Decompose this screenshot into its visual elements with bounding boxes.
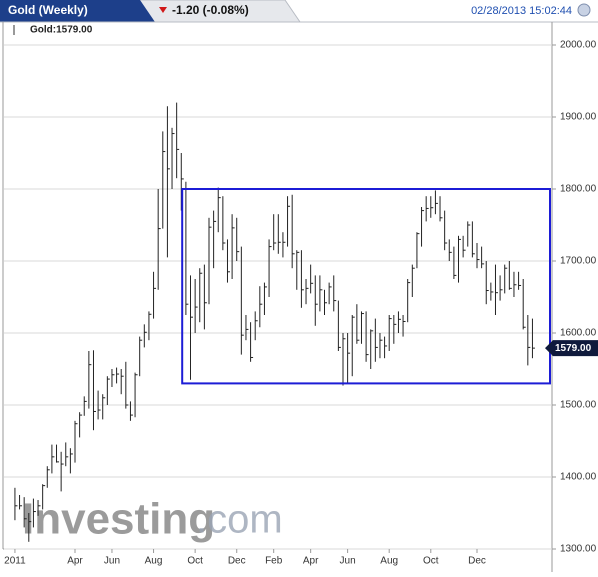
watermark-brand: Investing [22, 495, 215, 544]
annotation-box [181, 188, 551, 385]
legend-label: Gold:1579.00 [30, 25, 93, 36]
watermark-suffix: .com [196, 498, 283, 542]
header-title: Gold (Weekly) [8, 3, 88, 17]
y-tick-label: 1500.00 [560, 400, 597, 411]
x-tick-label: Apr [303, 556, 319, 567]
x-tick-label: Jun [340, 556, 356, 567]
x-tick-label: Oct [423, 556, 439, 567]
x-tick-label: Apr [67, 556, 83, 567]
x-tick-label: 2011 [4, 556, 26, 567]
watermark: Investing .com [22, 495, 283, 544]
header-change: -1.20 (-0.08%) [172, 3, 249, 17]
y-tick-label: 1300.00 [560, 544, 597, 555]
y-tick-label: 1700.00 [560, 256, 597, 267]
x-tick-label: Dec [228, 556, 246, 567]
x-tick-label: Dec [468, 556, 486, 567]
y-tick-label: 1400.00 [560, 472, 597, 483]
settings-icon[interactable] [577, 3, 591, 17]
x-tick-label: Aug [380, 556, 398, 567]
last-price-marker [545, 340, 598, 357]
header-timestamp: 02/28/2013 15:02:44 [471, 5, 572, 17]
y-tick-label: 1800.00 [560, 184, 597, 195]
down-arrow [159, 7, 167, 13]
y-tick-label: 1900.00 [560, 112, 597, 123]
x-tick-label: Feb [265, 556, 283, 567]
last-price-label: 1579.00 [555, 343, 592, 354]
y-tick-label: 1600.00 [560, 328, 597, 339]
y-tick-label: 2000.00 [560, 40, 597, 51]
x-tick-label: Oct [187, 556, 203, 567]
x-tick-label: Aug [145, 556, 163, 567]
x-tick-label: Jun [104, 556, 120, 567]
header-title-tab [0, 0, 155, 22]
